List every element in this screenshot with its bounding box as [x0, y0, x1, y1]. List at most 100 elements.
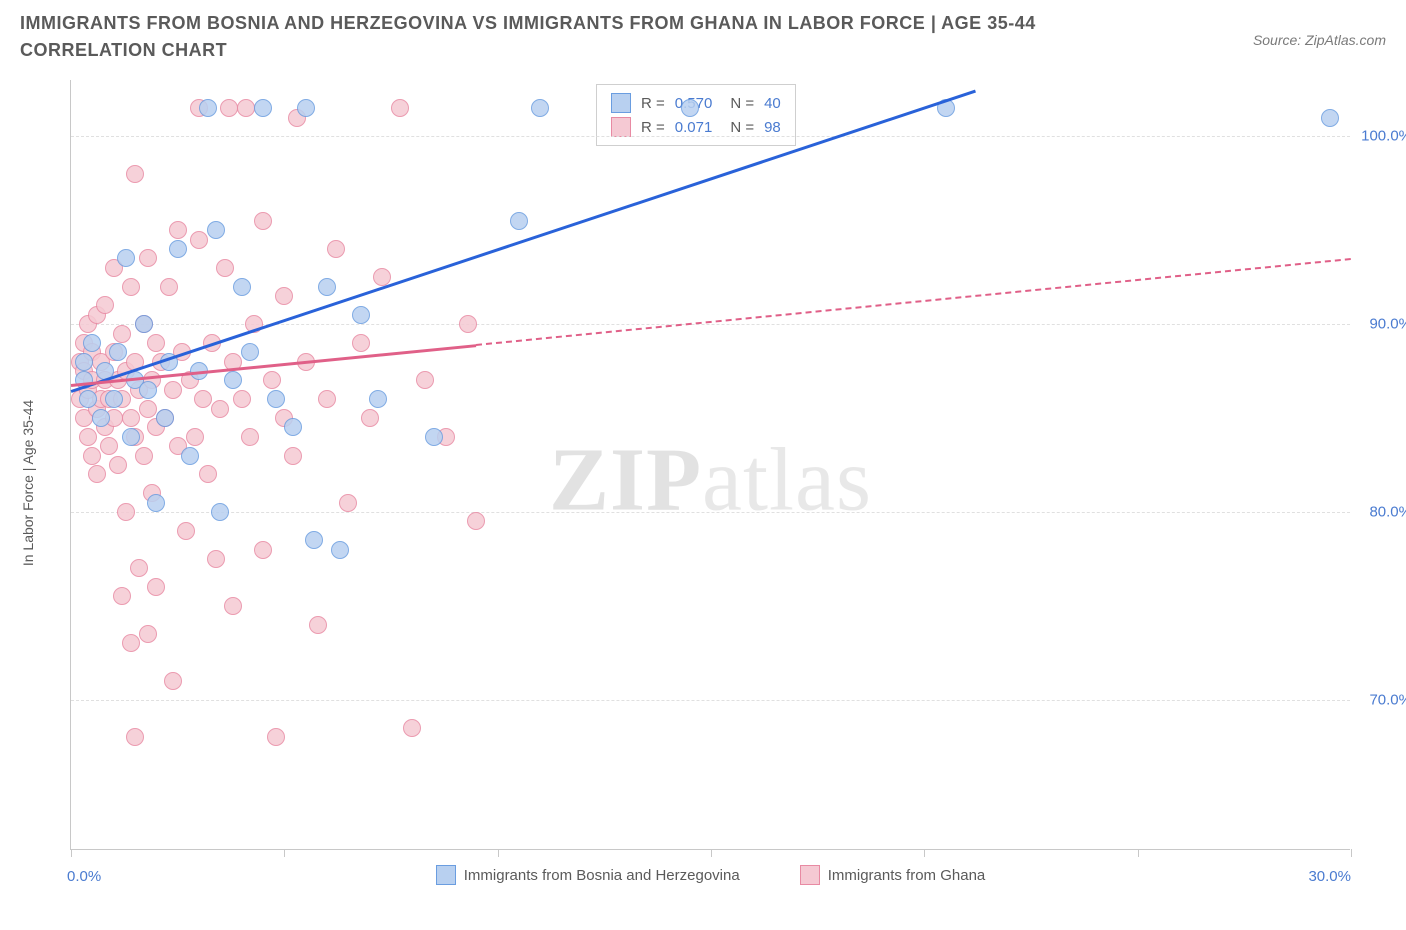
gridline	[71, 512, 1350, 513]
data-point	[1321, 109, 1339, 127]
data-point	[241, 343, 259, 361]
data-point	[117, 249, 135, 267]
data-point	[531, 99, 549, 117]
legend-item-ghana: Immigrants from Ghana	[800, 865, 986, 885]
y-tick-label: 100.0%	[1361, 128, 1406, 145]
swatch-ghana	[611, 117, 631, 137]
data-point	[199, 465, 217, 483]
swatch-bosnia-bottom	[436, 865, 456, 885]
data-point	[254, 541, 272, 559]
legend-item-bosnia: Immigrants from Bosnia and Herzegovina	[436, 865, 740, 885]
chart-title: IMMIGRANTS FROM BOSNIA AND HERZEGOVINA V…	[20, 10, 1120, 64]
data-point	[309, 616, 327, 634]
data-point	[352, 306, 370, 324]
x-tick-label: 30.0%	[1308, 868, 1351, 885]
data-point	[92, 409, 110, 427]
x-tick	[1138, 849, 1139, 857]
watermark: ZIPatlas	[549, 428, 872, 531]
data-point	[164, 672, 182, 690]
data-point	[122, 278, 140, 296]
x-tick	[498, 849, 499, 857]
data-point	[681, 99, 699, 117]
data-point	[263, 371, 281, 389]
trend-line	[476, 258, 1351, 346]
data-point	[177, 522, 195, 540]
x-tick	[711, 849, 712, 857]
swatch-bosnia	[611, 93, 631, 113]
data-point	[233, 390, 251, 408]
data-point	[105, 390, 123, 408]
data-point	[331, 541, 349, 559]
data-point	[83, 334, 101, 352]
x-tick-label: 0.0%	[67, 868, 101, 885]
data-point	[109, 343, 127, 361]
data-point	[327, 240, 345, 258]
data-point	[113, 325, 131, 343]
data-point	[211, 400, 229, 418]
data-point	[318, 390, 336, 408]
data-point	[391, 99, 409, 117]
x-tick	[71, 849, 72, 857]
swatch-ghana-bottom	[800, 865, 820, 885]
data-point	[207, 550, 225, 568]
y-tick-label: 70.0%	[1369, 691, 1406, 708]
data-point	[224, 371, 242, 389]
data-point	[139, 249, 157, 267]
data-point	[459, 315, 477, 333]
data-point	[135, 315, 153, 333]
data-point	[305, 531, 323, 549]
y-axis-label: In Labor Force | Age 35-44	[20, 400, 36, 566]
data-point	[318, 278, 336, 296]
data-point	[181, 447, 199, 465]
data-point	[416, 371, 434, 389]
data-point	[126, 728, 144, 746]
data-point	[135, 447, 153, 465]
data-point	[284, 418, 302, 436]
data-point	[510, 212, 528, 230]
data-point	[147, 578, 165, 596]
data-point	[117, 503, 135, 521]
data-point	[164, 381, 182, 399]
data-point	[297, 99, 315, 117]
data-point	[403, 719, 421, 737]
y-tick-label: 90.0%	[1369, 316, 1406, 333]
data-point	[199, 99, 217, 117]
gridline	[71, 700, 1350, 701]
data-point	[220, 99, 238, 117]
data-point	[237, 99, 255, 117]
data-point	[122, 634, 140, 652]
x-tick	[1351, 849, 1352, 857]
data-point	[241, 428, 259, 446]
data-point	[267, 728, 285, 746]
data-point	[361, 409, 379, 427]
data-point	[130, 559, 148, 577]
data-point	[147, 494, 165, 512]
source-attribution: Source: ZipAtlas.com	[1253, 32, 1386, 48]
data-point	[113, 587, 131, 605]
data-point	[267, 390, 285, 408]
data-point	[96, 296, 114, 314]
gridline	[71, 136, 1350, 137]
data-point	[211, 503, 229, 521]
data-point	[186, 428, 204, 446]
data-point	[233, 278, 251, 296]
data-point	[156, 409, 174, 427]
data-point	[109, 456, 127, 474]
data-point	[169, 240, 187, 258]
x-tick	[924, 849, 925, 857]
data-point	[207, 221, 225, 239]
x-tick	[284, 849, 285, 857]
data-point	[284, 447, 302, 465]
scatter-plot: ZIPatlas R = 0.570 N = 40 R = 0.071 N = …	[70, 80, 1350, 850]
data-point	[139, 625, 157, 643]
data-point	[352, 334, 370, 352]
data-point	[224, 597, 242, 615]
y-tick-label: 80.0%	[1369, 503, 1406, 520]
data-point	[160, 278, 178, 296]
data-point	[88, 465, 106, 483]
data-point	[75, 353, 93, 371]
data-point	[216, 259, 234, 277]
data-point	[194, 390, 212, 408]
data-point	[79, 390, 97, 408]
data-point	[254, 212, 272, 230]
